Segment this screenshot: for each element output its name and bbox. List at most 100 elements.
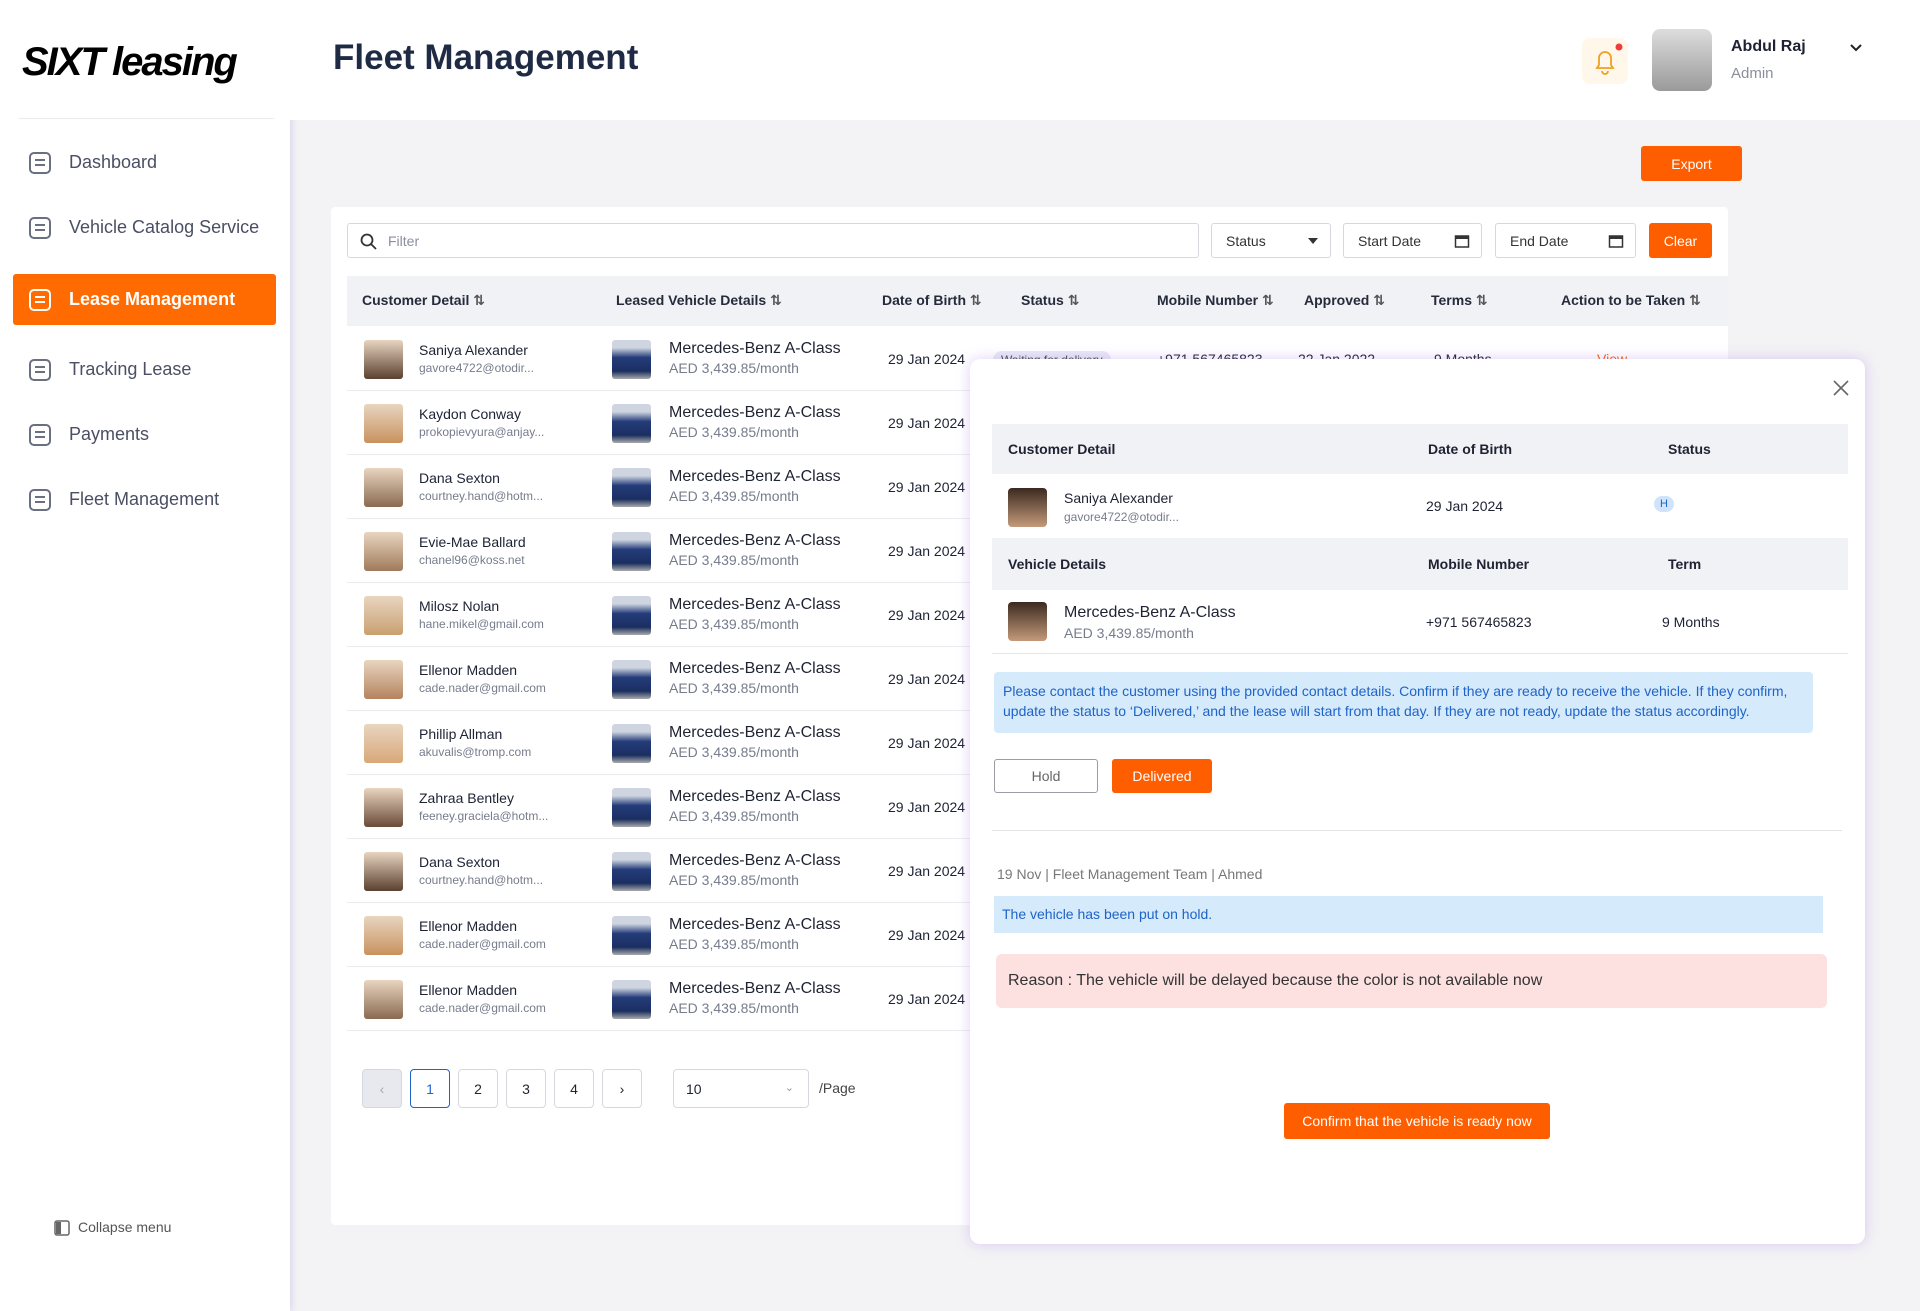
- vehicle-name: Mercedes-Benz A-Class: [1064, 604, 1236, 621]
- sort-icon: ⇅: [473, 292, 485, 308]
- vehicle-thumbnail: [612, 852, 651, 891]
- filter-input[interactable]: Filter: [347, 223, 1199, 258]
- vehicle-name: Mercedes-Benz A-Class: [669, 852, 841, 869]
- vehicle-thumbnail: [612, 532, 651, 571]
- vehicle-name: Mercedes-Benz A-Class: [669, 916, 841, 933]
- filter-placeholder: Filter: [388, 232, 420, 249]
- customer-avatar: [364, 404, 403, 443]
- nav-item[interactable]: Vehicle Catalog Service: [13, 202, 276, 253]
- hold-button[interactable]: Hold: [994, 759, 1098, 793]
- modal-column-header: Mobile Number: [1428, 556, 1530, 572]
- export-button[interactable]: Export: [1641, 146, 1742, 181]
- nav-item[interactable]: Lease Management: [13, 274, 276, 325]
- nav-item[interactable]: Tracking Lease: [13, 344, 276, 395]
- delivered-button[interactable]: Delivered: [1112, 759, 1212, 793]
- date-of-birth: 29 Jan 2024: [888, 607, 966, 623]
- vehicle-thumbnail: [612, 724, 651, 763]
- column-header[interactable]: Date of Birth ⇅: [882, 292, 982, 308]
- customer-avatar: [364, 788, 403, 827]
- caret: [1308, 238, 1318, 244]
- customer-avatar: [1008, 488, 1047, 527]
- next-icon: ›: [619, 1080, 625, 1097]
- date-of-birth: 29 Jan 2024: [888, 991, 966, 1007]
- close-button[interactable]: [1832, 379, 1850, 397]
- vehicle-thumbnail: [612, 660, 651, 699]
- vehicle-price: AED 3,439.85/month: [669, 936, 799, 952]
- nav-icon: [29, 289, 51, 311]
- date-of-birth: 29 Jan 2024: [888, 479, 966, 495]
- page-button[interactable]: 2: [458, 1069, 498, 1108]
- start-date-input[interactable]: Start Date: [1343, 223, 1482, 258]
- status-select[interactable]: Status: [1211, 223, 1331, 258]
- customer-avatar: [364, 916, 403, 955]
- page-button[interactable]: 3: [506, 1069, 546, 1108]
- vehicle-thumbnail: [612, 468, 651, 507]
- status-select-label: Status: [1226, 232, 1266, 249]
- date-of-birth: 29 Jan 2024: [888, 799, 966, 815]
- customer-email: cade.nader@gmail.com: [419, 937, 546, 951]
- term: 9 Months: [1662, 614, 1720, 630]
- vehicle-name: Mercedes-Benz A-Class: [669, 340, 841, 357]
- per-page-label: /Page: [819, 1080, 856, 1096]
- user-menu-chevron[interactable]: [1848, 40, 1864, 56]
- nav-item[interactable]: Fleet Management: [13, 474, 276, 525]
- page-button[interactable]: 4: [554, 1069, 594, 1108]
- customer-email: gavore4722@otodir...: [419, 361, 534, 375]
- reason-box: Reason : The vehicle will be delayed bec…: [996, 954, 1827, 1008]
- customer-name: Zahraa Bentley: [419, 790, 514, 806]
- modal-column-header: Vehicle Details: [1008, 556, 1107, 572]
- customer-name: Kaydon Conway: [419, 406, 521, 422]
- column-header[interactable]: Terms ⇅: [1431, 292, 1488, 308]
- column-header[interactable]: Action to be Taken ⇅: [1561, 292, 1701, 308]
- column-header[interactable]: Customer Detail ⇅: [362, 292, 485, 308]
- collapse-menu[interactable]: Collapse menu: [54, 1219, 172, 1236]
- customer-name: Saniya Alexander: [419, 342, 528, 358]
- log-meta: 19 Nov | Fleet Management Team | Ahmed: [997, 866, 1263, 882]
- prev-page[interactable]: ‹: [362, 1069, 402, 1108]
- nav-item[interactable]: Payments: [13, 409, 276, 460]
- date-of-birth: 29 Jan 2024: [888, 415, 966, 431]
- divider: [992, 830, 1842, 831]
- collapse-icon: [54, 1220, 70, 1236]
- sort-icon: ⇅: [1689, 292, 1701, 308]
- vehicle-name: Mercedes-Benz A-Class: [669, 724, 841, 741]
- end-date-input[interactable]: End Date: [1495, 223, 1636, 258]
- prev-icon: ‹: [379, 1080, 385, 1097]
- mobile-number: +971 567465823: [1426, 614, 1532, 630]
- nav-item[interactable]: Dashboard: [13, 137, 276, 188]
- customer-avatar: [364, 468, 403, 507]
- modal-header-row: [992, 424, 1848, 474]
- column-header[interactable]: Leased Vehicle Details ⇅: [616, 292, 782, 308]
- customer-email: akuvalis@tromp.com: [419, 745, 532, 759]
- customer-email: chanel96@koss.net: [419, 553, 525, 567]
- next-page[interactable]: ›: [602, 1069, 642, 1108]
- customer-name: Ellenor Madden: [419, 918, 518, 934]
- customer-name: Dana Sexton: [419, 854, 500, 870]
- confirm-button[interactable]: Confirm that the vehicle is ready now: [1284, 1103, 1550, 1139]
- vehicle-thumbnail: [612, 340, 651, 379]
- end-date-label: End Date: [1510, 232, 1569, 249]
- vehicle-price: AED 3,439.85/month: [669, 424, 799, 440]
- collapse-label: Collapse menu: [78, 1219, 172, 1235]
- notification-bell[interactable]: [1582, 38, 1628, 84]
- bell-icon: [1595, 43, 1623, 75]
- customer-email: prokopievyura@anjay...: [419, 425, 545, 439]
- divider: [992, 653, 1848, 654]
- column-header[interactable]: Approved ⇅: [1304, 292, 1385, 308]
- user-avatar: [1652, 29, 1712, 91]
- vehicle-price: AED 3,439.85/month: [669, 744, 799, 760]
- column-header[interactable]: Mobile Number ⇅: [1157, 292, 1274, 308]
- customer-name: Ellenor Madden: [419, 662, 518, 678]
- info-box: Please contact the customer using the pr…: [994, 672, 1813, 733]
- table-header: [347, 276, 1728, 326]
- page-size-select[interactable]: 10 ⌄: [673, 1069, 809, 1108]
- date-of-birth: 29 Jan 2024: [1426, 498, 1504, 514]
- vehicle-name: Mercedes-Benz A-Class: [669, 980, 841, 997]
- customer-avatar: [364, 340, 403, 379]
- column-header[interactable]: Status ⇅: [1021, 292, 1080, 308]
- lease-detail-modal: Please contact the customer using the pr…: [970, 359, 1865, 1244]
- customer-email: hane.mikel@gmail.com: [419, 617, 544, 631]
- page-button[interactable]: 1: [410, 1069, 450, 1108]
- clear-button[interactable]: Clear: [1649, 223, 1712, 258]
